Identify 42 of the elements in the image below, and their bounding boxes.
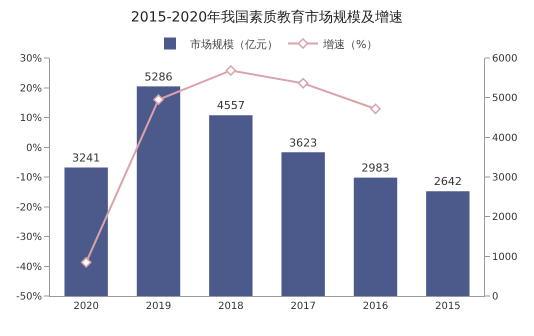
y2-tick-label: 2000: [492, 212, 518, 224]
y-tick-label: -50%: [16, 292, 42, 302]
x-tick-label: 2020: [73, 301, 99, 312]
y-tick-label: 10%: [20, 113, 42, 124]
y-tick-label: 30%: [20, 54, 42, 64]
y-tick-label: 0%: [26, 142, 42, 154]
data-label: 3241: [72, 151, 100, 164]
point: [298, 78, 308, 89]
x-tick-label: 2019: [146, 301, 172, 312]
bar: [136, 86, 180, 296]
bar: [354, 178, 398, 296]
legend-label: 市场规模（亿元）: [190, 38, 278, 51]
point: [153, 94, 164, 105]
bar: [281, 152, 325, 296]
x-tick-label: 2017: [290, 301, 316, 312]
bar: [426, 191, 470, 296]
y-tick-label: -10%: [16, 172, 42, 184]
point: [370, 104, 381, 114]
y2-tick-label: 6000: [492, 54, 518, 64]
bar: [209, 115, 253, 296]
x-tick-label: 2016: [362, 301, 388, 312]
point: [80, 257, 92, 268]
y-tick-label: 20%: [20, 83, 42, 94]
y2-tick-label: 3000: [492, 172, 518, 184]
data-label: 2642: [434, 175, 462, 188]
legend-label: 增速（%）: [322, 38, 378, 51]
data-label: 3623: [289, 136, 318, 150]
data-label: 2983: [362, 162, 390, 175]
y2-tick-label: 1000: [492, 252, 518, 263]
y-tick-label: -30%: [16, 232, 42, 243]
x-tick-label: 2018: [218, 301, 244, 312]
point: [226, 65, 236, 76]
bar: [64, 167, 108, 296]
y-tick-label: -20%: [16, 202, 42, 214]
y2-tick-label: 5000: [492, 93, 518, 104]
y2-tick-label: 0: [492, 292, 498, 302]
chart-title: 2015-2020年我国素质教育市场规模及增速: [130, 8, 404, 26]
x-tick-label: 2015: [435, 301, 461, 312]
data-label: 5286: [144, 70, 172, 84]
data-label: 4557: [216, 99, 245, 112]
y-tick-label: -40%: [16, 262, 42, 273]
y2-tick-label: 4000: [492, 132, 518, 144]
